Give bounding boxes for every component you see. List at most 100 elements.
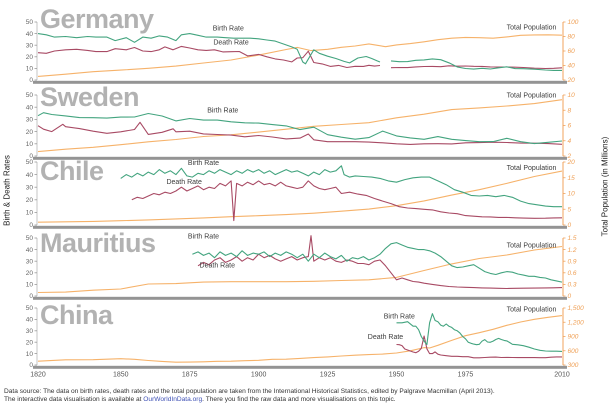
country-title-sweden: Sweden	[40, 82, 140, 112]
germany-death-rate-line	[37, 45, 381, 69]
ourworldindata-link[interactable]: OurWorldInData.org	[143, 396, 203, 404]
left-tick-label: 40	[26, 31, 34, 38]
left-tick-label: 50	[26, 305, 34, 312]
right-tick-label: 10	[568, 92, 576, 99]
left-tick-label: 0	[29, 222, 33, 229]
right-tick-label: 60	[568, 48, 576, 55]
series-label: Birth Rate	[213, 26, 244, 33]
country-title-chile: Chile	[40, 156, 104, 186]
panel-divider	[33, 225, 567, 229]
left-tick-label: 10	[26, 282, 34, 289]
left-tick-label: 50	[26, 235, 34, 242]
x-tick-label: 1950	[389, 372, 405, 379]
right-tick-label: 0	[568, 222, 572, 229]
figure-footer: Data source: The data on birth rates, de…	[4, 388, 606, 404]
sweden-total-population-line	[37, 99, 563, 153]
x-tick-label: 1875	[182, 372, 198, 379]
series-label: Birth Rate	[188, 234, 219, 241]
panel-divider	[33, 80, 567, 84]
series-label: Death Rate	[213, 40, 249, 47]
right-tick-label: 10	[568, 191, 576, 198]
series-label: Birth Rate	[207, 108, 238, 115]
right-tick-label: 600	[568, 348, 579, 355]
series-label: Total Population	[507, 25, 557, 32]
right-tick-label: 80	[568, 34, 576, 41]
left-tick-label: 50	[26, 19, 34, 26]
x-tick-label: 1975	[458, 372, 474, 379]
left-tick-label: 20	[26, 129, 34, 136]
germany-birth-rate-line	[37, 33, 381, 65]
right-tick-label: 2	[567, 153, 572, 160]
panel-divider	[33, 365, 567, 369]
country-title-mauritius: Mauritius	[40, 228, 156, 258]
visualisation-note: The interactive data visualisation is av…	[4, 396, 606, 404]
left-tick-label: 40	[26, 247, 34, 254]
right-tick-label: 6	[568, 123, 572, 130]
right-tick-label: 15	[568, 175, 576, 182]
left-tick-label: 20	[26, 270, 34, 277]
series-label: Death Rate	[200, 263, 236, 270]
left-tick-label: 30	[26, 184, 34, 191]
germany-death-rate-line	[390, 65, 563, 70]
right-tick-label: 0.3	[568, 282, 577, 289]
series-label: Total Population	[507, 92, 557, 99]
series-label: Birth Rate	[188, 160, 219, 167]
right-tick-label: 20	[567, 77, 576, 84]
right-tick-label: 0.6	[568, 270, 577, 277]
country-title-china: China	[40, 300, 113, 330]
left-tick-label: 40	[26, 317, 34, 324]
left-tick-label: 0	[29, 362, 33, 369]
china-death-rate-line	[396, 335, 562, 359]
left-tick-label: 40	[26, 172, 34, 179]
right-axis-title: Total Population (in Millions)	[600, 136, 610, 237]
china-birth-rate-line	[396, 313, 563, 352]
x-tick-label: 1820	[30, 372, 46, 379]
right-tick-label: 8	[568, 107, 572, 114]
series-label: Death Rate	[368, 334, 404, 341]
x-tick-label: 1925	[320, 372, 336, 379]
country-title-germany: Germany	[40, 4, 154, 34]
left-tick-label: 0	[29, 293, 33, 300]
left-tick-label: 30	[26, 117, 34, 124]
left-tick-label: 30	[26, 328, 34, 335]
x-tick-label: 1850	[113, 372, 129, 379]
china-total-population-line	[37, 315, 563, 363]
right-tick-label: 0	[568, 293, 572, 300]
right-tick-label: 4	[568, 138, 572, 145]
left-tick-label: 30	[26, 258, 34, 265]
left-tick-label: 50	[26, 92, 34, 99]
left-tick-label: 40	[26, 104, 34, 111]
panel-divider	[33, 156, 567, 160]
left-tick-label: 30	[26, 42, 34, 49]
right-tick-label: 900	[568, 334, 579, 341]
x-tick-label: 1900	[251, 372, 267, 379]
right-tick-label: 0.9	[568, 258, 577, 265]
data-source-note: Data source: The data on birth rates, de…	[4, 388, 495, 395]
mauritius-death-rate-line	[197, 235, 563, 290]
right-tick-label: 20	[567, 159, 576, 166]
left-tick-label: 20	[26, 54, 34, 61]
right-tick-label: 1.5	[568, 235, 577, 242]
left-axis-title: Birth & Death Rates	[2, 155, 12, 226]
left-tick-label: 50	[26, 159, 34, 166]
left-tick-label: 0	[29, 153, 33, 160]
right-tick-label: 100	[568, 19, 579, 26]
series-label: Total Population	[507, 242, 557, 249]
note-text-post: . There you find the raw data and more v…	[202, 396, 396, 404]
mauritius-birth-rate-line	[192, 242, 563, 283]
right-tick-label: 1.2	[568, 247, 577, 254]
chile-total-population-line	[37, 170, 563, 223]
left-tick-label: 10	[26, 351, 34, 358]
chile-death-rate-line	[131, 180, 563, 222]
note-text-pre: The interactive data visualisation is av…	[4, 396, 144, 404]
mauritius-total-population-line	[37, 245, 563, 294]
right-tick-label: 300	[568, 362, 579, 369]
chile-birth-rate-line	[120, 165, 562, 208]
x-tick-label: 2010	[554, 372, 570, 379]
right-tick-label: 5	[568, 206, 572, 213]
series-label: Total Population	[507, 165, 557, 172]
series-label: Birth Rate	[384, 313, 415, 320]
left-tick-label: 20	[26, 339, 34, 346]
